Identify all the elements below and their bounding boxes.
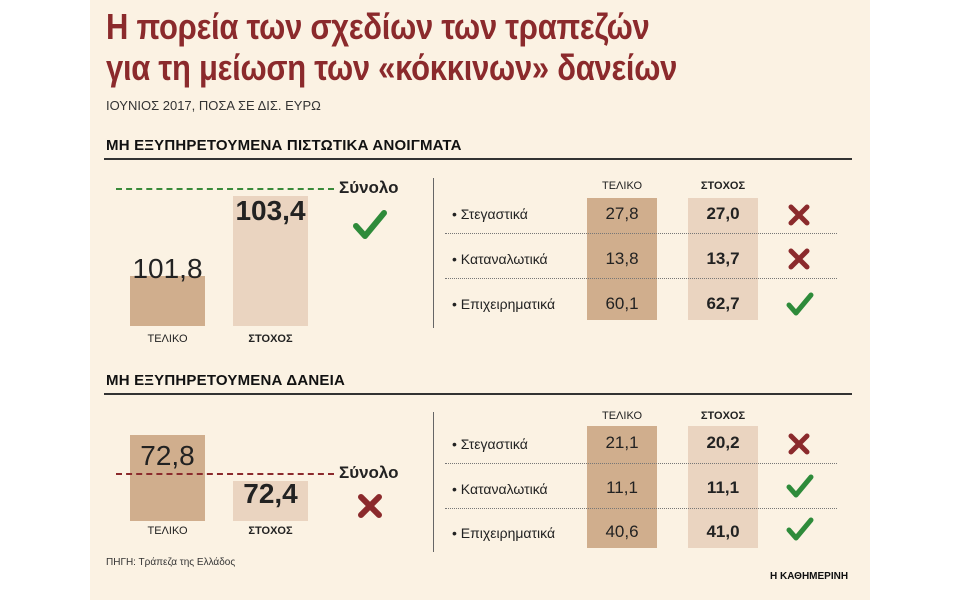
s2-row-label: • Στεγαστικά [452, 436, 528, 452]
s1-row-separator [445, 233, 837, 234]
s2-target-bar [233, 481, 308, 521]
s1-row-final: 27,8 [605, 204, 639, 223]
title-line-1: Η πορεία των σχεδίων των τραπεζών [106, 6, 650, 47]
s2-row-target: 11,1 [706, 478, 740, 497]
s2-target-column [688, 426, 758, 548]
s2-row-final: 40,6 [605, 522, 639, 541]
s1-row-cross-icon [788, 248, 810, 270]
s2-final-value: 72,8 [140, 440, 195, 471]
s1-row-target: 27,0 [706, 204, 740, 223]
s1-row-separator [445, 278, 837, 279]
s1-final-column [587, 198, 657, 320]
s1-total-check-icon [353, 210, 387, 239]
publisher-brand: Η ΚΑΘΗΜΕΡΙΝΗ [770, 571, 849, 582]
s2-target-value: 72,4 [243, 478, 298, 509]
s2-total-label: Σύνολο [339, 463, 399, 482]
s1-row-cross-icon [788, 204, 810, 226]
s1-col-final: ΤΕΛΙΚΟ [601, 180, 642, 192]
s1-final-bar [130, 276, 205, 326]
section-2-rule [104, 393, 852, 395]
s2-col-final: ΤΕΛΙΚΟ [601, 410, 642, 422]
section-1-rule [104, 158, 852, 160]
s1-divider [433, 178, 434, 328]
s2-row-cross-icon [788, 433, 810, 455]
s2-total-dashed-line [116, 473, 334, 475]
s2-row-final: 11,1 [606, 478, 638, 497]
s2-col-target: ΣΤΟΧΟΣ [700, 410, 746, 422]
s1-row-label: • Επιχειρηματικά [452, 296, 556, 312]
page-title: Η πορεία των σχεδίων των τραπεζών για τη… [106, 6, 742, 88]
s2-final-bar [130, 435, 205, 521]
s2-row-separator [445, 463, 837, 464]
s1-target-value: 103,4 [235, 195, 306, 226]
source-note: ΠΗΓΗ: Τράπεζα της Ελλάδος [106, 557, 236, 568]
s2-final-column [587, 426, 657, 548]
s1-total-label: Σύνολο [339, 178, 399, 197]
s2-row-check-icon [786, 517, 814, 541]
s1-target-column [688, 198, 758, 320]
subtitle: ΙΟΥΝΙΟΣ 2017, ΠΟΣΑ ΣΕ ΔΙΣ. ΕΥΡΩ [106, 98, 321, 113]
section-1-title: ΜΗ ΕΞΥΠΗΡΕΤΟΥΜΕΝΑ ΠΙΣΤΩΤΙΚΑ ΑΝΟΙΓΜΑΤΑ [106, 137, 462, 154]
s2-divider [433, 412, 434, 552]
s2-total-cross-icon [358, 494, 382, 518]
s1-row-check-icon [786, 292, 814, 316]
section-2-title: ΜΗ ΕΞΥΠΗΡΕΤΟΥΜΕΝΑ ΔΑΝΕΙΑ [106, 372, 346, 389]
s2-row-target: 20,2 [706, 433, 740, 452]
s1-col-target: ΣΤΟΧΟΣ [700, 180, 746, 192]
s1-row-final: 60,1 [605, 294, 639, 313]
s1-target-bar [233, 196, 308, 326]
s2-row-final: 21,1 [605, 433, 639, 452]
s1-final-label: ΤΕΛΙΚΟ [147, 333, 188, 345]
s1-row-final: 13,8 [605, 249, 639, 268]
s2-row-label: • Επιχειρηματικά [452, 525, 556, 541]
s2-row-separator [445, 508, 837, 509]
s2-row-target: 41,0 [706, 522, 740, 541]
s1-row-target: 62,7 [706, 294, 740, 313]
s1-row-target: 13,7 [706, 249, 740, 268]
s2-row-check-icon [786, 474, 814, 498]
s2-final-label: ΤΕΛΙΚΟ [147, 525, 188, 537]
s2-row-label: • Καταναλωτικά [452, 481, 548, 497]
s1-row-label: • Στεγαστικά [452, 206, 528, 222]
s1-target-label: ΣΤΟΧΟΣ [248, 333, 293, 345]
title-line-2: για τη μείωση των «κόκκινων» δανείων [106, 47, 678, 88]
s1-total-dashed-line [116, 188, 334, 190]
s1-final-value: 101,8 [132, 253, 203, 284]
s1-row-label: • Καταναλωτικά [452, 251, 548, 267]
s2-target-label: ΣΤΟΧΟΣ [248, 525, 293, 537]
